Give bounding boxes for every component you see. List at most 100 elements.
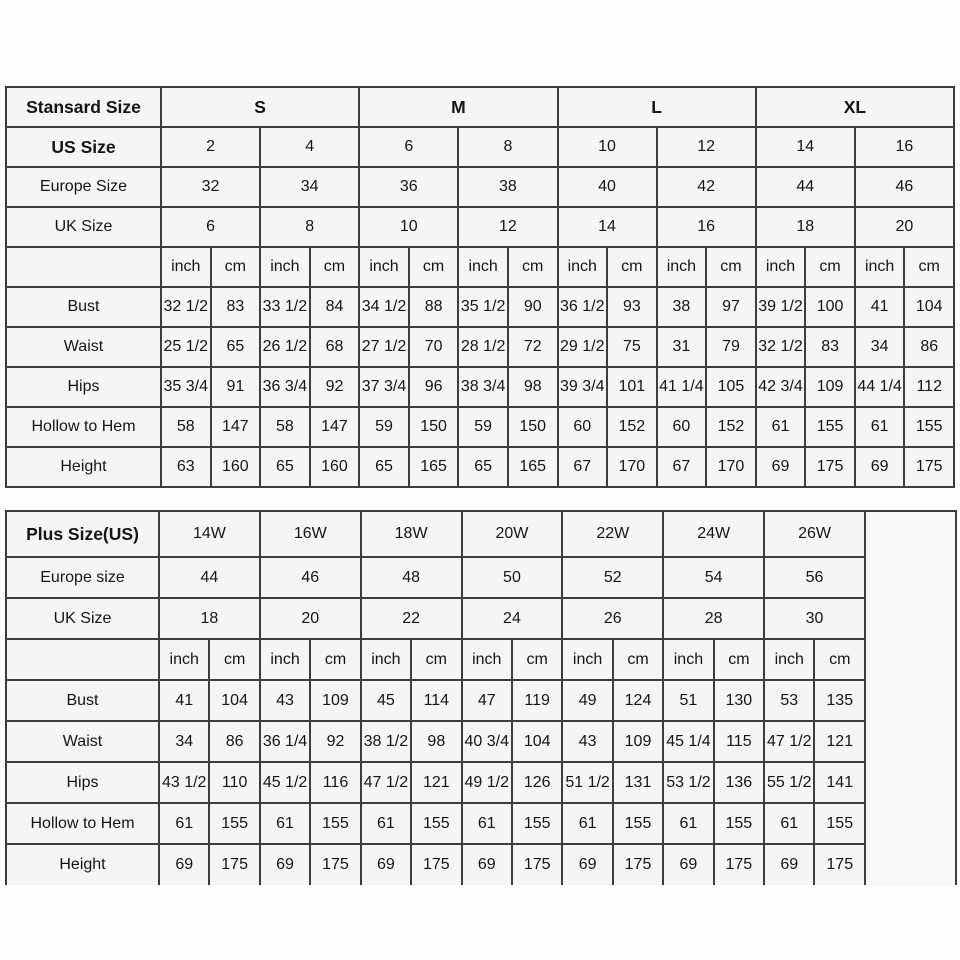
value-cell: inch bbox=[457, 246, 509, 288]
value-cell: 160 bbox=[209, 446, 262, 488]
value-cell: 30 bbox=[763, 597, 866, 640]
value-cell: 83 bbox=[209, 286, 262, 328]
table-row: Hips 43 1/2 110 45 1/2 116 47 1/2 121 49 1/2 126… bbox=[5, 761, 956, 804]
value-cell: 116 bbox=[309, 761, 362, 804]
value-cell: 34 1/2 bbox=[358, 286, 410, 328]
value-cell: cm bbox=[209, 246, 262, 288]
row-label-cell: Bust bbox=[5, 286, 162, 328]
value-cell: M bbox=[358, 86, 559, 128]
value-cell: 10 bbox=[358, 206, 460, 248]
value-cell: 16 bbox=[655, 206, 757, 248]
value-cell: 53 1/2 bbox=[662, 761, 715, 804]
value-cell: 45 1/2 bbox=[258, 761, 312, 804]
value-cell: 130 bbox=[712, 679, 766, 722]
value-cell: 109 bbox=[309, 679, 362, 722]
table-row: Plus Size(US) 14W 16W 18W 20W 22W 24W 26W bbox=[5, 510, 957, 885]
value-cell: 175 bbox=[208, 843, 261, 885]
value-cell: 8 bbox=[457, 126, 559, 168]
value-cell: 28 bbox=[662, 597, 766, 640]
value-cell: 104 bbox=[903, 286, 955, 328]
value-cell: 39 3/4 bbox=[556, 366, 609, 408]
value-cell: 105 bbox=[705, 366, 757, 408]
value-cell: 60 bbox=[556, 406, 609, 448]
row-label-cell: Europe size bbox=[5, 556, 160, 599]
value-cell: 175 bbox=[309, 843, 362, 885]
value-cell: 54 bbox=[662, 556, 766, 599]
value-cell: 2 bbox=[159, 126, 262, 168]
value-cell: 24 bbox=[460, 597, 564, 640]
value-cell: 46 bbox=[258, 556, 362, 599]
row-label-cell: UK Size bbox=[5, 206, 162, 248]
value-cell: cm bbox=[510, 638, 564, 681]
value-cell: inch bbox=[359, 638, 413, 681]
value-cell: 175 bbox=[611, 843, 665, 885]
table-row: Waist 25 1/2 65 26 1/2 68 27 1/2 70 28 1/2 72 29 … bbox=[5, 326, 955, 368]
row-label-cell: Hollow to Hem bbox=[5, 802, 160, 845]
value-cell: 42 3/4 bbox=[754, 366, 807, 408]
table-row: Height 69 175 69 175 69 175 69 175 69 175 69 175 69 17… bbox=[5, 843, 956, 885]
value-cell: 55 1/2 bbox=[763, 761, 816, 804]
value-cell: 61 bbox=[561, 802, 614, 845]
row-label-cell: Plus Size(US) bbox=[5, 510, 160, 558]
value-cell: 152 bbox=[705, 406, 757, 448]
value-cell: 58 bbox=[259, 406, 311, 448]
value-cell: 49 1/2 bbox=[460, 761, 513, 804]
value-cell: 131 bbox=[611, 761, 665, 804]
value-cell: 109 bbox=[611, 720, 665, 763]
table-row: Height 63 160 65 160 65 165 65 165 67 170 67 170 69 17… bbox=[5, 446, 955, 488]
value-cell: 6 bbox=[358, 126, 460, 168]
value-cell: 104 bbox=[208, 679, 261, 722]
value-cell: 104 bbox=[510, 720, 564, 763]
value-cell: 31 bbox=[655, 326, 708, 368]
value-cell: 86 bbox=[208, 720, 261, 763]
value-cell: 61 bbox=[754, 406, 807, 448]
value-cell: 37 3/4 bbox=[358, 366, 410, 408]
value-cell: 61 bbox=[157, 802, 211, 845]
value-cell: 155 bbox=[903, 406, 955, 448]
value-cell: 18 bbox=[158, 597, 261, 640]
value-cell: 83 bbox=[804, 326, 856, 368]
value-cell: 52 bbox=[561, 556, 665, 599]
row-label-cell: Hollow to Hem bbox=[5, 406, 162, 448]
value-cell: 50 bbox=[460, 556, 564, 599]
value-cell: 28 1/2 bbox=[457, 326, 509, 368]
value-cell: 32 1/2 bbox=[160, 286, 212, 328]
value-cell: 170 bbox=[705, 446, 757, 488]
value-cell: 175 bbox=[813, 843, 866, 885]
value-cell: 61 bbox=[662, 802, 715, 845]
value-cell: 175 bbox=[510, 843, 564, 885]
value-cell: 38 bbox=[457, 166, 559, 208]
table-row: Hollow to Hem 61 155 61 155 61 155 61 155 61 155 61… bbox=[5, 802, 956, 845]
value-cell: 98 bbox=[506, 366, 559, 408]
value-cell: 110 bbox=[208, 761, 261, 804]
value-cell: inch bbox=[763, 638, 816, 681]
value-cell: 32 bbox=[159, 166, 262, 208]
value-cell: 121 bbox=[813, 720, 866, 763]
row-label-cell: Height bbox=[5, 446, 162, 488]
value-cell: 155 bbox=[804, 406, 856, 448]
value-cell: cm bbox=[410, 638, 463, 681]
table-row: inch cm inch cm inch cm inch cm inch cm inch cm inch… bbox=[5, 246, 955, 288]
standard-size-table: Stansard Size S M L XL US Size 2 4 6 8 10 12 14 16 Eur… bbox=[5, 86, 956, 488]
value-cell: 61 bbox=[460, 802, 513, 845]
value-cell: 20 bbox=[853, 206, 956, 248]
value-cell: XL bbox=[754, 86, 956, 128]
value-cell: 155 bbox=[813, 802, 866, 845]
table-row: Bust 41 104 43 109 45 114 47 119 49 124 51 130 53 135 bbox=[5, 679, 956, 722]
value-cell: 65 bbox=[457, 446, 509, 488]
value-cell: 20 bbox=[258, 597, 362, 640]
value-cell: 20W bbox=[460, 510, 564, 558]
value-cell: 175 bbox=[712, 843, 766, 885]
value-cell: 61 bbox=[763, 802, 816, 845]
value-cell: cm bbox=[208, 638, 261, 681]
value-cell: 49 bbox=[561, 679, 614, 722]
value-cell: 34 bbox=[259, 166, 361, 208]
value-cell: inch bbox=[160, 246, 212, 288]
value-cell: 6 bbox=[159, 206, 262, 248]
row-label-cell: Hips bbox=[5, 366, 162, 408]
value-cell: 51 1/2 bbox=[561, 761, 614, 804]
value-cell: 46 bbox=[853, 166, 956, 208]
value-cell: 41 bbox=[853, 286, 906, 328]
value-cell: 165 bbox=[407, 446, 460, 488]
table-row: Bust 32 1/2 83 33 1/2 84 34 1/2 88 35 1/2 90 36 1… bbox=[5, 286, 955, 328]
